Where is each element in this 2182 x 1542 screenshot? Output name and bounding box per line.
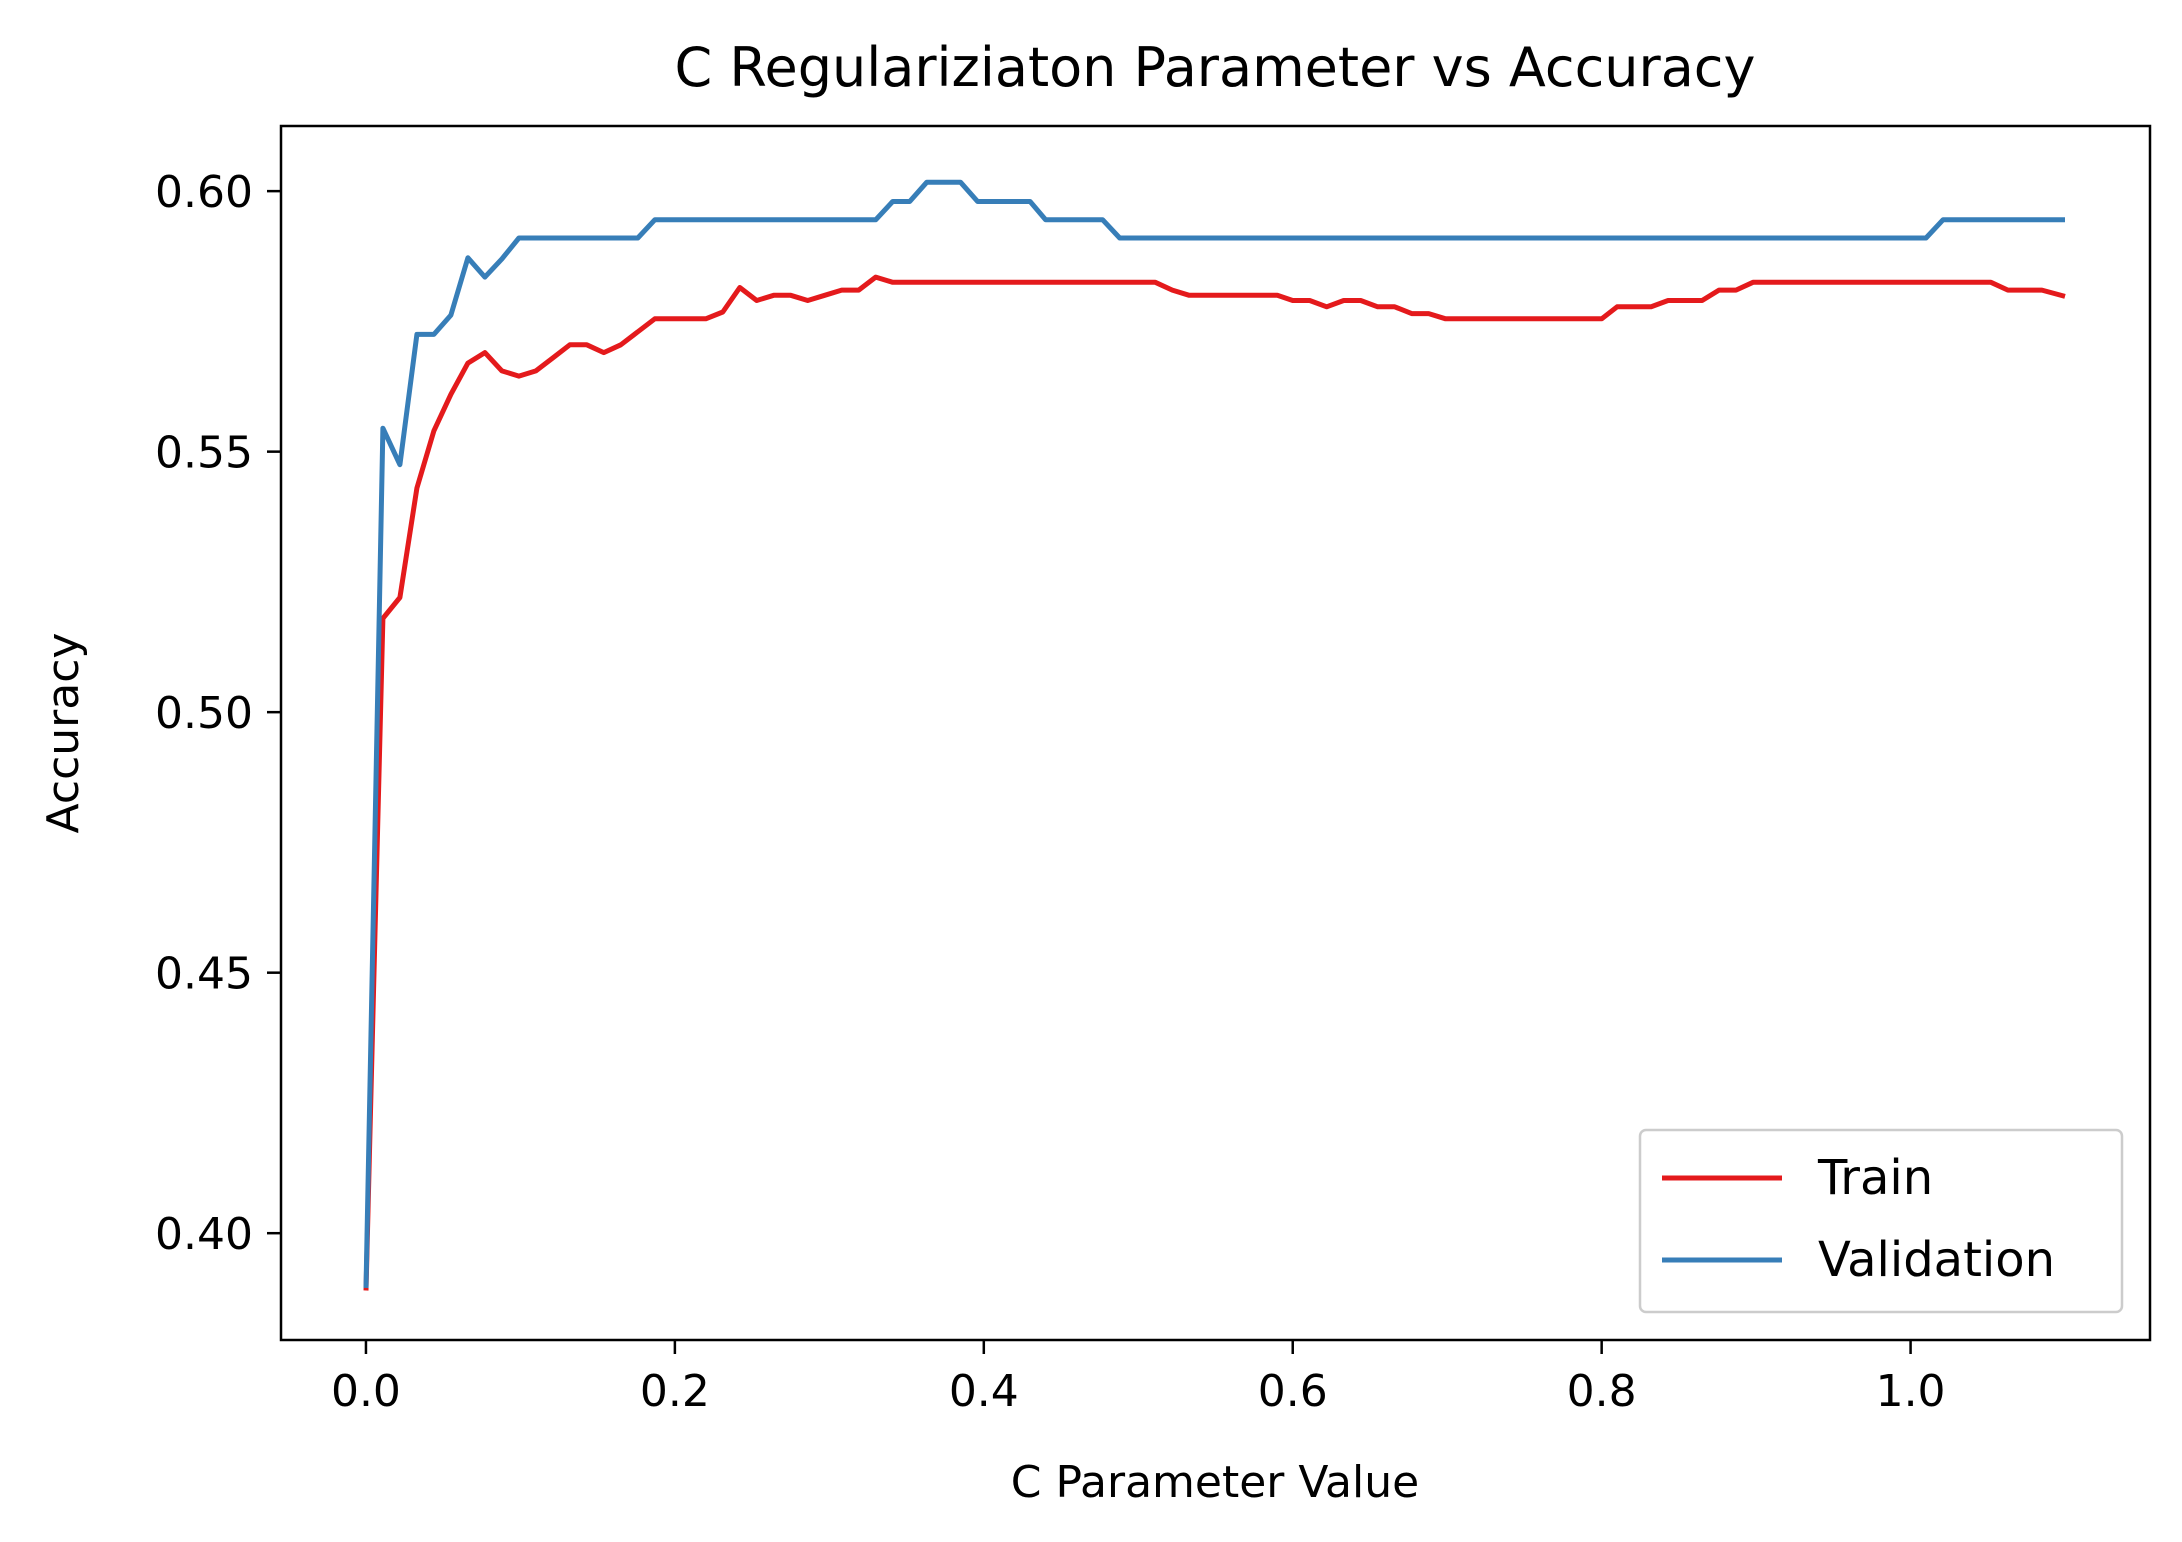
x-tick-label: 1.0 bbox=[1876, 1366, 1946, 1417]
legend: Train Validation bbox=[1638, 1128, 2124, 1314]
y-axis: 0.40 0.45 0.50 0.55 0.60 bbox=[155, 167, 281, 1260]
x-axis: 0.0 0.2 0.4 0.6 0.8 1.0 bbox=[331, 1340, 1946, 1417]
chart-title: C Regulariziaton Parameter vs Accuracy bbox=[675, 36, 1756, 99]
y-axis-title: Accuracy bbox=[38, 633, 89, 834]
y-tick-label: 0.40 bbox=[155, 1209, 253, 1260]
series-line-train bbox=[363, 274, 2066, 1291]
plot-frame bbox=[279, 124, 2152, 1342]
y-tick-label: 0.50 bbox=[155, 688, 253, 739]
legend-label-train: Train bbox=[1817, 1150, 1933, 1206]
x-tick-label: 0.2 bbox=[640, 1366, 710, 1417]
legend-label-validation: Validation bbox=[1818, 1232, 2055, 1288]
series-line-validation bbox=[363, 179, 2065, 1288]
x-tick-label: 0.0 bbox=[331, 1366, 401, 1417]
y-tick-label: 0.45 bbox=[155, 949, 253, 1000]
y-tick-label: 0.60 bbox=[155, 167, 253, 218]
x-tick-label: 0.4 bbox=[949, 1366, 1019, 1417]
x-tick-label: 0.6 bbox=[1258, 1366, 1328, 1417]
y-tick-label: 0.55 bbox=[155, 428, 253, 479]
x-tick-label: 0.8 bbox=[1567, 1366, 1637, 1417]
x-axis-title: C Parameter Value bbox=[1011, 1457, 1419, 1508]
plot-lines bbox=[363, 179, 2066, 1291]
